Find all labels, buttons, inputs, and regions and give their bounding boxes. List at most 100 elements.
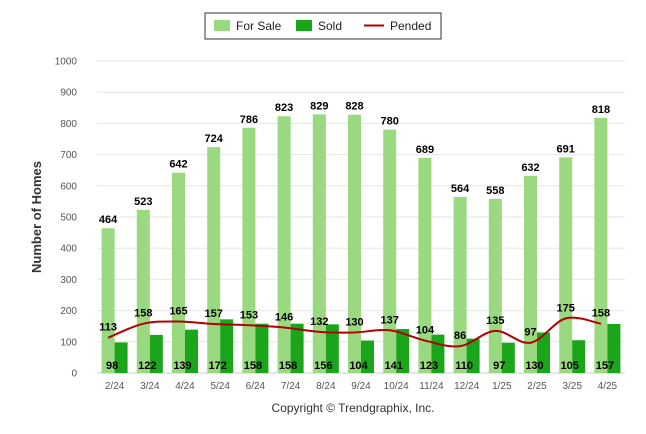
label-pended-4/25: 158: [592, 308, 610, 320]
label-for-sale-9/24: 828: [345, 101, 363, 113]
label-sold-3/25: 105: [561, 360, 579, 372]
bar-sold-8/24: [325, 324, 339, 373]
label-sold-2/24: 98: [106, 360, 118, 372]
bar-for-sale-3/25: [559, 157, 573, 373]
label-for-sale-1/25: 558: [486, 185, 504, 197]
y-tick-400: 400: [60, 244, 77, 255]
bar-for-sale-7/24: [277, 116, 291, 373]
x-tick-4/24: 4/24: [175, 381, 195, 392]
bar-sold-5/24: [220, 319, 234, 373]
y-tick-600: 600: [60, 181, 77, 192]
y-tick-1000: 1000: [55, 57, 78, 68]
legend-label-pended: Pended: [390, 19, 431, 33]
bar-sold-4/24: [185, 329, 198, 373]
legend-swatch-sold: [296, 20, 312, 31]
label-pended-2/24: 113: [99, 322, 117, 334]
label-pended-8/24: 132: [310, 316, 328, 328]
label-pended-1/25: 135: [486, 315, 504, 327]
label-pended-11/24: 104: [416, 325, 435, 337]
label-for-sale-3/24: 523: [134, 196, 152, 208]
bars: [101, 114, 621, 374]
legend-frame: [204, 12, 442, 40]
y-tick-500: 500: [60, 213, 77, 224]
bar-for-sale-4/24: [172, 172, 185, 373]
bar-sold-3/25: [572, 340, 586, 373]
label-pended-3/24: 158: [134, 308, 152, 320]
bar-sold-6/24: [255, 323, 269, 373]
bar-sold-1/25: [501, 342, 515, 373]
label-sold-4/24: 139: [173, 360, 191, 372]
y-tick-700: 700: [60, 150, 77, 161]
label-for-sale-4/25: 818: [592, 104, 610, 116]
label-for-sale-10/24: 780: [381, 116, 399, 128]
label-for-sale-12/24: 564: [451, 183, 470, 195]
bar-for-sale-3/24: [136, 209, 150, 373]
x-tick-3/25: 3/25: [562, 381, 582, 392]
bar-for-sale-11/24: [418, 158, 432, 373]
x-tick-6/24: 6/24: [246, 381, 266, 392]
legend: For Sale Sold Pended: [204, 12, 442, 40]
label-for-sale-5/24: 724: [205, 133, 224, 145]
x-tick-11/24: 11/24: [419, 381, 444, 392]
bar-for-sale-1/25: [488, 198, 502, 373]
y-tick-300: 300: [60, 275, 77, 286]
bar-for-sale-2/24: [101, 228, 115, 373]
x-tick-3/24: 3/24: [140, 381, 160, 392]
bar-for-sale-8/24: [312, 114, 326, 374]
bar-sold-4/25: [607, 324, 621, 373]
x-tick-10/24: 10/24: [384, 381, 409, 392]
label-sold-5/24: 172: [209, 360, 227, 372]
label-pended-9/24: 130: [345, 316, 363, 328]
copyright-text: Copyright © Trendgraphix, Inc.: [272, 401, 435, 415]
label-sold-7/24: 158: [279, 360, 297, 372]
label-sold-3/24: 122: [138, 360, 156, 372]
bar-for-sale-5/24: [207, 147, 221, 373]
bar-for-sale-4/25: [594, 117, 608, 373]
label-sold-12/24: 110: [455, 360, 473, 372]
label-for-sale-2/25: 632: [521, 162, 539, 174]
x-tick-9/24: 9/24: [351, 381, 371, 392]
label-for-sale-4/24: 642: [169, 159, 187, 171]
bar-for-sale-9/24: [348, 114, 361, 373]
label-pended-12/24: 86: [454, 330, 466, 342]
bar-sold-10/24: [396, 329, 410, 373]
label-for-sale-11/24: 689: [416, 144, 434, 156]
label-sold-6/24: 158: [244, 360, 262, 372]
label-sold-1/25: 97: [493, 360, 505, 372]
bar-sold-2/25: [537, 332, 550, 373]
y-tick-0: 0: [71, 369, 77, 380]
bar-for-sale-12/24: [453, 197, 467, 373]
label-pended-3/25: 175: [557, 302, 575, 314]
label-for-sale-3/25: 691: [557, 143, 575, 155]
label-for-sale-7/24: 823: [275, 102, 293, 114]
label-pended-7/24: 146: [275, 311, 293, 323]
x-tick-labels: 2/24 3/24 4/24 5/24 6/24 7/24 8/24 9/24 10/24 11/…: [105, 381, 618, 392]
label-pended-10/24: 137: [381, 314, 399, 326]
label-sold-8/24: 156: [314, 360, 332, 372]
bar-sold-2/24: [114, 342, 128, 373]
label-for-sale-2/24: 464: [99, 214, 118, 226]
x-tick-4/25: 4/25: [598, 381, 618, 392]
label-sold-11/24: 123: [420, 360, 438, 372]
pended-line: [107, 316, 602, 348]
label-pended-5/24: 157: [205, 308, 223, 320]
legend-label-sold: Sold: [318, 19, 342, 33]
x-tick-8/24: 8/24: [316, 381, 336, 392]
label-pended-4/24: 165: [169, 306, 187, 318]
bar-sold-12/24: [466, 338, 480, 373]
label-pended-2/25: 97: [524, 327, 536, 339]
label-for-sale-8/24: 829: [310, 100, 328, 112]
bar-for-sale-2/25: [524, 175, 537, 373]
label-sold-10/24: 141: [385, 360, 403, 372]
label-sold-4/25: 157: [596, 360, 614, 372]
x-tick-5/24: 5/24: [210, 381, 230, 392]
y-tick-800: 800: [60, 119, 77, 130]
legend-swatch-for-sale: [214, 20, 230, 31]
label-sold-9/24: 104: [349, 360, 368, 372]
x-tick-2/24: 2/24: [105, 381, 125, 392]
legend-label-for-sale: For Sale: [236, 19, 282, 33]
y-tick-labels: 0 100 200 300 400 500 600 700 800 900 1000: [55, 57, 78, 380]
y-tick-200: 200: [60, 306, 77, 317]
x-tick-7/24: 7/24: [281, 381, 301, 392]
x-tick-2/25: 2/25: [527, 381, 547, 392]
